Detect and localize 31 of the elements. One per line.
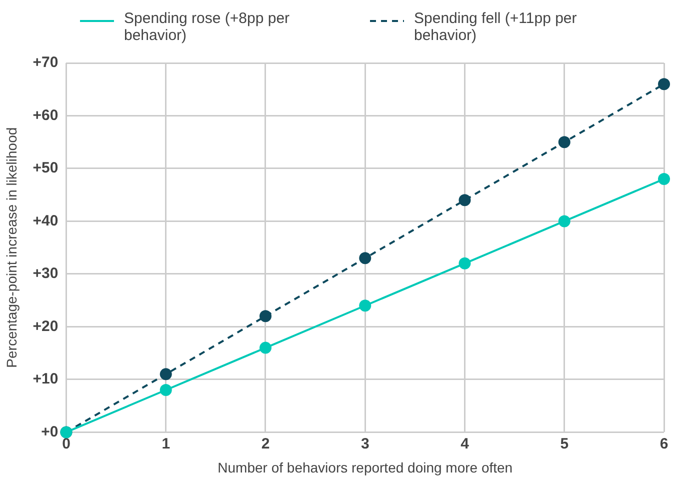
y-tick-label: +60 [32,106,58,124]
y-tick-label: +40 [32,212,58,230]
x-tick-label: 1 [162,435,170,452]
point [160,368,172,380]
x-tick-label: 6 [660,435,668,452]
point [658,78,670,90]
x-axis-title: Number of behaviors reported doing more often [218,459,513,476]
point [658,173,670,186]
y-tick-label: +30 [32,265,58,282]
x-tick-label: 4 [460,435,470,452]
point [458,257,471,270]
y-tick-label: +20 [32,318,58,335]
y-axis-title: Percentage-point increase in likelihood [3,127,20,368]
legend-label: Spending fell (+11pp per behavior) [414,10,578,44]
y-tick-label: +10 [32,370,58,388]
x-tick-label: 5 [560,435,569,452]
point [558,215,570,228]
x-tick-label: 2 [261,435,270,452]
y-tick-label: +70 [32,54,58,72]
point [558,136,570,148]
point [259,342,272,354]
legend-label: Spending rose (+8pp per behavior) [124,10,291,44]
point [458,194,471,206]
point [259,310,272,322]
y-tick-label: +50 [32,160,58,177]
x-tick-label: 0 [62,435,70,452]
point [359,252,372,264]
point [160,384,172,396]
y-tick-label: +0 [41,423,58,440]
x-tick-label: 3 [360,435,370,452]
point [359,300,372,312]
